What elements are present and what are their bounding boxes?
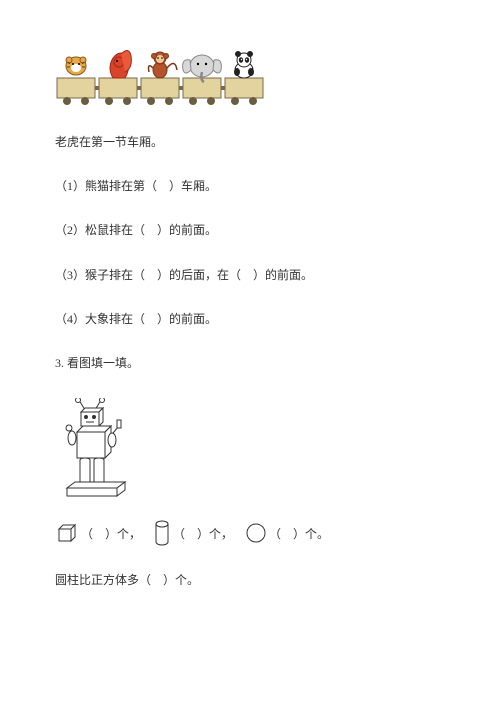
section-3-title: 3. 看图填一填。: [55, 354, 445, 373]
question-3: （3）猴子排在（ ）的后面，在（ ）的前面。: [55, 266, 445, 285]
sphere-count-text: （ ）个。: [269, 525, 329, 542]
cylinder-count-text: （ ）个，: [173, 525, 233, 542]
question-1: （1）熊猫排在第（ ）车厢。: [55, 177, 445, 196]
sphere-icon: [245, 522, 267, 544]
cube-count-text: （ ）个，: [81, 525, 141, 542]
cube-icon: [55, 521, 79, 545]
intro-text: 老虎在第一节车厢。: [55, 133, 445, 152]
train-illustration: [55, 40, 445, 108]
cylinder-icon: [153, 520, 171, 546]
final-question: 圆柱比正方体多（ ）个。: [55, 571, 445, 590]
train-svg: [55, 40, 270, 108]
robot-svg: [55, 398, 140, 498]
question-2: （2）松鼠排在（ ）的前面。: [55, 221, 445, 240]
question-4: （4）大象排在（ ）的前面。: [55, 310, 445, 329]
robot-illustration: [55, 398, 445, 502]
shapes-count-line: （ ）个， （ ）个， （ ）个。: [55, 520, 445, 546]
